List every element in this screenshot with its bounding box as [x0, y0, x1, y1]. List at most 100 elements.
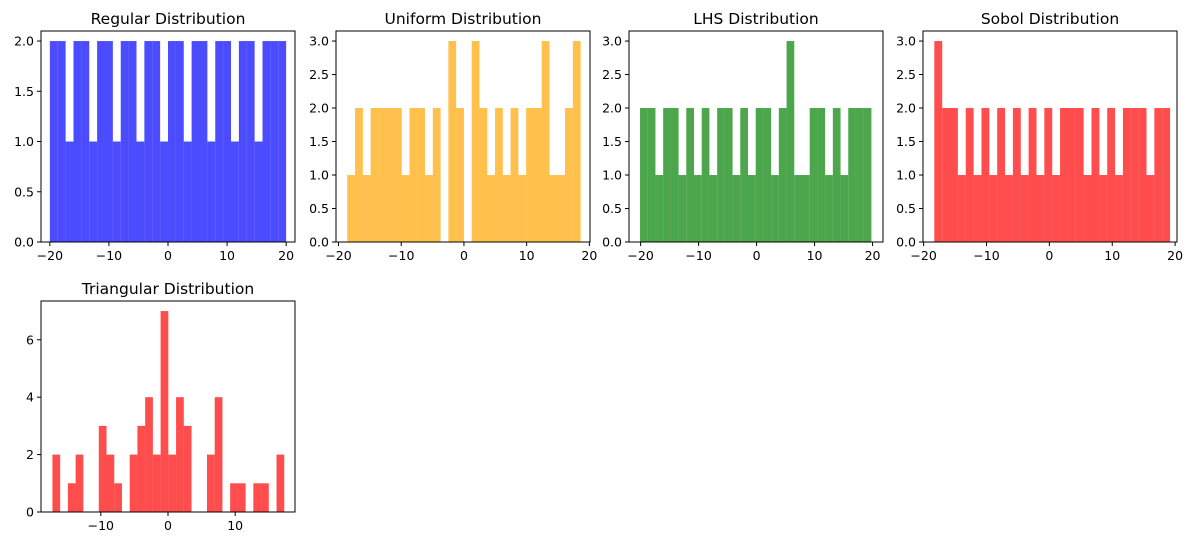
histogram-bar: [237, 483, 246, 512]
histogram-bar: [1052, 175, 1061, 242]
histogram-bar: [997, 108, 1006, 242]
chart-title: Triangular Distribution: [81, 280, 254, 298]
histogram-bar: [254, 141, 263, 242]
histogram-bar: [378, 108, 387, 242]
histogram-bar: [183, 425, 192, 512]
histogram-bar: [950, 108, 958, 242]
histogram-bar: [362, 175, 371, 242]
histogram-bar: [114, 483, 122, 512]
histogram-bar: [104, 41, 113, 242]
histogram-bar: [1138, 108, 1147, 242]
histogram-bar: [701, 108, 710, 242]
histogram-bar: [934, 41, 943, 242]
histogram-bar: [825, 175, 833, 242]
histogram-bar: [145, 397, 153, 512]
y-tick-label: 0: [26, 505, 34, 520]
histogram-bar: [106, 454, 115, 512]
histogram-bar: [393, 108, 402, 242]
histogram-bar: [432, 108, 441, 242]
histogram-bar: [855, 108, 864, 242]
histogram-bar: [973, 175, 982, 242]
histogram-bar: [678, 175, 687, 242]
histogram-bar: [1162, 108, 1171, 242]
histogram-bar: [1154, 108, 1163, 242]
histogram-bar: [136, 141, 145, 242]
x-tick-label: 20: [278, 248, 294, 263]
chart-title: Uniform Distribution: [385, 10, 542, 28]
histogram-bar: [206, 454, 215, 512]
histogram-bar: [214, 397, 223, 512]
histogram-bar: [763, 108, 772, 242]
histogram-bar: [73, 41, 82, 242]
y-tick-label: 2.5: [896, 67, 916, 82]
histogram-bar: [1067, 108, 1076, 242]
y-tick-label: 2.5: [309, 67, 329, 82]
x-tick-label: 10: [227, 518, 243, 533]
histogram-bar: [89, 141, 98, 242]
histogram-bar: [223, 41, 232, 242]
histogram-bar: [694, 175, 702, 242]
histogram-bar: [565, 108, 573, 242]
x-tick-label: 0: [164, 518, 172, 533]
histogram-bar: [809, 108, 818, 242]
histogram-bar: [487, 175, 496, 242]
y-tick-label: 3.0: [602, 34, 622, 49]
histogram-bar: [253, 483, 262, 512]
y-tick-label: 1.5: [896, 134, 916, 149]
axes-frame: [335, 30, 591, 243]
histogram-bar: [832, 108, 841, 242]
histogram-bar: [386, 108, 394, 242]
histogram-bar: [1083, 175, 1092, 242]
y-tick-label: 1.5: [309, 134, 329, 149]
histogram-bar: [957, 175, 966, 242]
histogram-bar: [276, 454, 285, 512]
histogram-bar: [942, 108, 951, 242]
histogram-bar: [1044, 108, 1053, 242]
axes-frame: [628, 30, 884, 243]
histogram-bar: [549, 175, 558, 242]
histogram-bar: [49, 41, 58, 242]
histogram-bar: [75, 454, 84, 512]
x-tick-label: −20: [325, 248, 351, 263]
histogram-bar: [640, 108, 648, 242]
histogram-bar: [686, 108, 694, 242]
y-tick-label: 0.5: [14, 184, 34, 199]
y-tick-label: 1.0: [602, 168, 622, 183]
histogram-bars: [934, 41, 1171, 242]
histogram-bar: [65, 141, 74, 242]
histogram-bar: [778, 108, 787, 242]
histogram-bar: [557, 175, 566, 242]
histogram-bar: [230, 483, 238, 512]
x-tick-label: −10: [685, 248, 711, 263]
histogram-bar: [495, 108, 503, 242]
histogram-bar: [1005, 175, 1013, 242]
histogram-bar: [246, 41, 255, 242]
histogram-bar: [401, 175, 410, 242]
histogram-bar: [409, 108, 418, 242]
histogram-bar: [1099, 175, 1108, 242]
histogram-bar: [572, 41, 581, 242]
histogram-bar: [160, 311, 169, 512]
histogram-bar: [801, 175, 810, 242]
histogram-bar: [794, 175, 802, 242]
histogram-bar: [732, 175, 741, 242]
histogram-bar: [655, 175, 664, 242]
histogram-bar: [1146, 175, 1155, 242]
histogram-bar: [989, 175, 998, 242]
histogram-bar: [755, 108, 764, 242]
histogram-bar: [981, 108, 990, 242]
histogram-bar: [183, 141, 192, 242]
histogram-bar: [128, 41, 137, 242]
y-tick-label: 6: [26, 332, 34, 347]
y-tick-label: 4: [26, 390, 34, 405]
y-tick-label: 2.5: [602, 67, 622, 82]
histogram-bar: [479, 108, 488, 242]
x-tick-label: −10: [96, 248, 122, 263]
chart-title: Sobol Distribution: [981, 10, 1119, 28]
subplot-5: −10 0 10 0 2 4 6 Triangular Distribution: [26, 280, 296, 533]
chart-title: Regular Distribution: [91, 10, 246, 28]
histogram-bar: [238, 41, 247, 242]
histogram-bar: [1012, 108, 1021, 242]
histogram-bar: [663, 108, 671, 242]
histogram-bars: [49, 41, 287, 242]
